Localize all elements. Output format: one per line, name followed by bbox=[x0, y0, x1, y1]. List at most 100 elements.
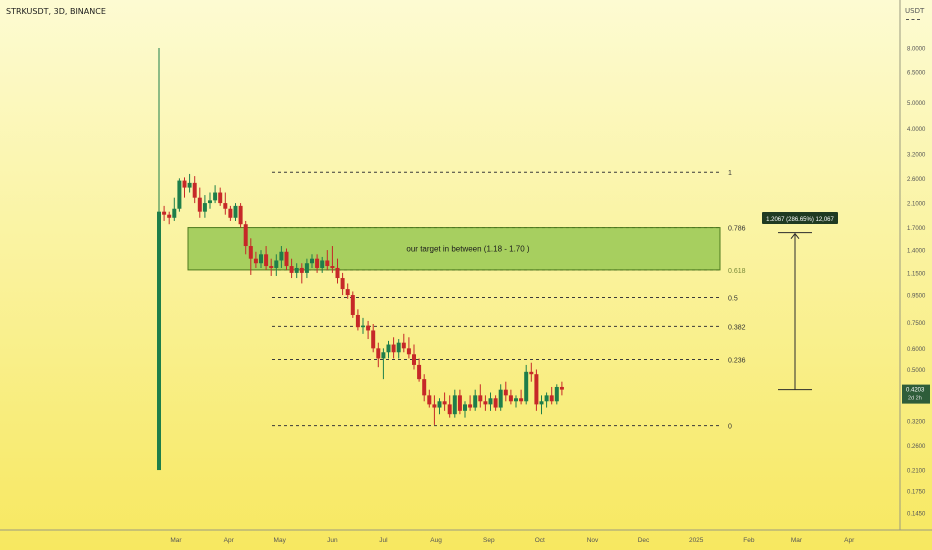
candle-body-65[interactable] bbox=[488, 398, 493, 405]
candle-body-50[interactable] bbox=[412, 354, 416, 365]
candle-body-21[interactable] bbox=[264, 254, 269, 267]
symbol-title[interactable]: STRKUSDT, 3D, BINANCE bbox=[6, 7, 106, 16]
candle-body-32[interactable] bbox=[320, 260, 325, 268]
candle-body-0[interactable] bbox=[157, 211, 161, 471]
price-label-2: 5.0000 bbox=[907, 101, 926, 107]
candle-body-6[interactable] bbox=[187, 182, 192, 188]
candle-body-36[interactable] bbox=[340, 278, 345, 290]
candle-body-12[interactable] bbox=[218, 192, 223, 204]
candle-body-24[interactable] bbox=[279, 251, 284, 261]
candle-body-52[interactable] bbox=[422, 379, 427, 396]
candle-body-1[interactable] bbox=[162, 211, 167, 215]
candle-body-62[interactable] bbox=[473, 395, 478, 408]
candle-body-29[interactable] bbox=[304, 263, 309, 273]
candle-body-7[interactable] bbox=[192, 182, 197, 198]
candle-body-41[interactable] bbox=[366, 325, 371, 331]
measure-badge[interactable] bbox=[762, 212, 838, 224]
time-label-7: Oct bbox=[535, 537, 545, 544]
candle-body-10[interactable] bbox=[208, 200, 212, 204]
current-price-badge[interactable] bbox=[902, 384, 930, 404]
candle-body-11[interactable] bbox=[213, 192, 218, 201]
candle-body-48[interactable] bbox=[401, 342, 406, 349]
candle-body-58[interactable] bbox=[452, 395, 457, 415]
candles bbox=[157, 48, 564, 471]
price-label-3: 4.0000 bbox=[907, 127, 926, 133]
countdown-label: 2d 2h bbox=[908, 396, 922, 402]
candle-body-22[interactable] bbox=[269, 266, 274, 268]
candle-body-70[interactable] bbox=[514, 398, 518, 402]
candle-body-53[interactable] bbox=[427, 395, 432, 405]
candle-body-78[interactable] bbox=[554, 386, 559, 402]
candle-body-54[interactable] bbox=[432, 404, 437, 408]
candle-body-15[interactable] bbox=[233, 205, 238, 218]
candle-body-13[interactable] bbox=[223, 203, 228, 209]
candle-body-19[interactable] bbox=[253, 258, 258, 264]
candle-body-69[interactable] bbox=[508, 395, 513, 402]
fib-label-0: 1 bbox=[728, 170, 732, 177]
candle-body-77[interactable] bbox=[549, 395, 554, 402]
candle-body-30[interactable] bbox=[310, 258, 314, 264]
candle-body-76[interactable] bbox=[544, 395, 549, 402]
candle-body-59[interactable] bbox=[457, 395, 462, 411]
candle-body-55[interactable] bbox=[437, 401, 442, 408]
candle-body-40[interactable] bbox=[361, 325, 365, 328]
candle-body-16[interactable] bbox=[238, 205, 243, 225]
candle-body-14[interactable] bbox=[228, 208, 233, 218]
candle-body-47[interactable] bbox=[396, 342, 401, 353]
time-label-13: Apr bbox=[844, 537, 855, 544]
candle-body-17[interactable] bbox=[243, 224, 248, 247]
candle-body-63[interactable] bbox=[478, 395, 483, 402]
candle-body-31[interactable] bbox=[315, 258, 320, 268]
candle-body-44[interactable] bbox=[381, 352, 386, 359]
candle-body-49[interactable] bbox=[406, 348, 411, 355]
candle-body-37[interactable] bbox=[345, 289, 350, 296]
candle-body-64[interactable] bbox=[483, 401, 488, 405]
candle-body-27[interactable] bbox=[294, 267, 299, 273]
candle-body-73[interactable] bbox=[529, 371, 534, 375]
candle-body-43[interactable] bbox=[376, 348, 381, 359]
candle-body-23[interactable] bbox=[274, 260, 279, 268]
candle-body-2[interactable] bbox=[167, 214, 172, 218]
candle-body-34[interactable] bbox=[330, 266, 335, 268]
fib-label-4: 0.382 bbox=[728, 324, 746, 331]
candle-body-74[interactable] bbox=[534, 374, 539, 405]
time-label-3: Jun bbox=[327, 537, 338, 544]
candle-body-5[interactable] bbox=[182, 180, 187, 188]
candle-body-75[interactable] bbox=[539, 401, 544, 405]
candle-body-79[interactable] bbox=[559, 386, 564, 390]
time-label-12: Mar bbox=[791, 537, 803, 544]
candle-body-25[interactable] bbox=[284, 251, 289, 267]
candle-body-56[interactable] bbox=[442, 401, 447, 405]
candle-body-18[interactable] bbox=[248, 246, 253, 259]
currency-label[interactable]: USDT bbox=[905, 7, 925, 15]
candle-body-51[interactable] bbox=[417, 364, 422, 380]
candle-body-60[interactable] bbox=[463, 404, 467, 411]
candle-body-72[interactable] bbox=[524, 371, 529, 402]
candle-body-9[interactable] bbox=[202, 203, 207, 212]
price-label-12: 0.6000 bbox=[907, 347, 926, 353]
candle-body-20[interactable] bbox=[259, 254, 263, 264]
candle-body-67[interactable] bbox=[498, 389, 503, 408]
candle-body-57[interactable] bbox=[447, 404, 452, 415]
candle-body-8[interactable] bbox=[197, 197, 202, 212]
candle-body-38[interactable] bbox=[350, 295, 355, 315]
fib-label-3: 0.5 bbox=[728, 296, 738, 303]
candle-body-42[interactable] bbox=[371, 330, 376, 349]
candle-body-28[interactable] bbox=[299, 267, 304, 273]
candle-body-39[interactable] bbox=[355, 314, 360, 328]
candle-body-4[interactable] bbox=[177, 180, 182, 209]
candle-body-66[interactable] bbox=[493, 398, 498, 408]
candle-body-45[interactable] bbox=[386, 344, 391, 353]
candle-body-71[interactable] bbox=[519, 398, 524, 402]
candle-body-3[interactable] bbox=[172, 208, 177, 218]
candle-body-68[interactable] bbox=[503, 389, 508, 396]
candle-body-46[interactable] bbox=[391, 344, 396, 353]
candle-body-61[interactable] bbox=[468, 404, 473, 408]
current-price-label: 0.4203 bbox=[906, 388, 925, 394]
candle-body-26[interactable] bbox=[289, 266, 294, 273]
candle-body-35[interactable] bbox=[335, 267, 340, 279]
candle-body-33[interactable] bbox=[325, 260, 330, 267]
fib-label-2: 0.618 bbox=[728, 268, 746, 275]
price-label-10: 0.9500 bbox=[907, 294, 926, 300]
